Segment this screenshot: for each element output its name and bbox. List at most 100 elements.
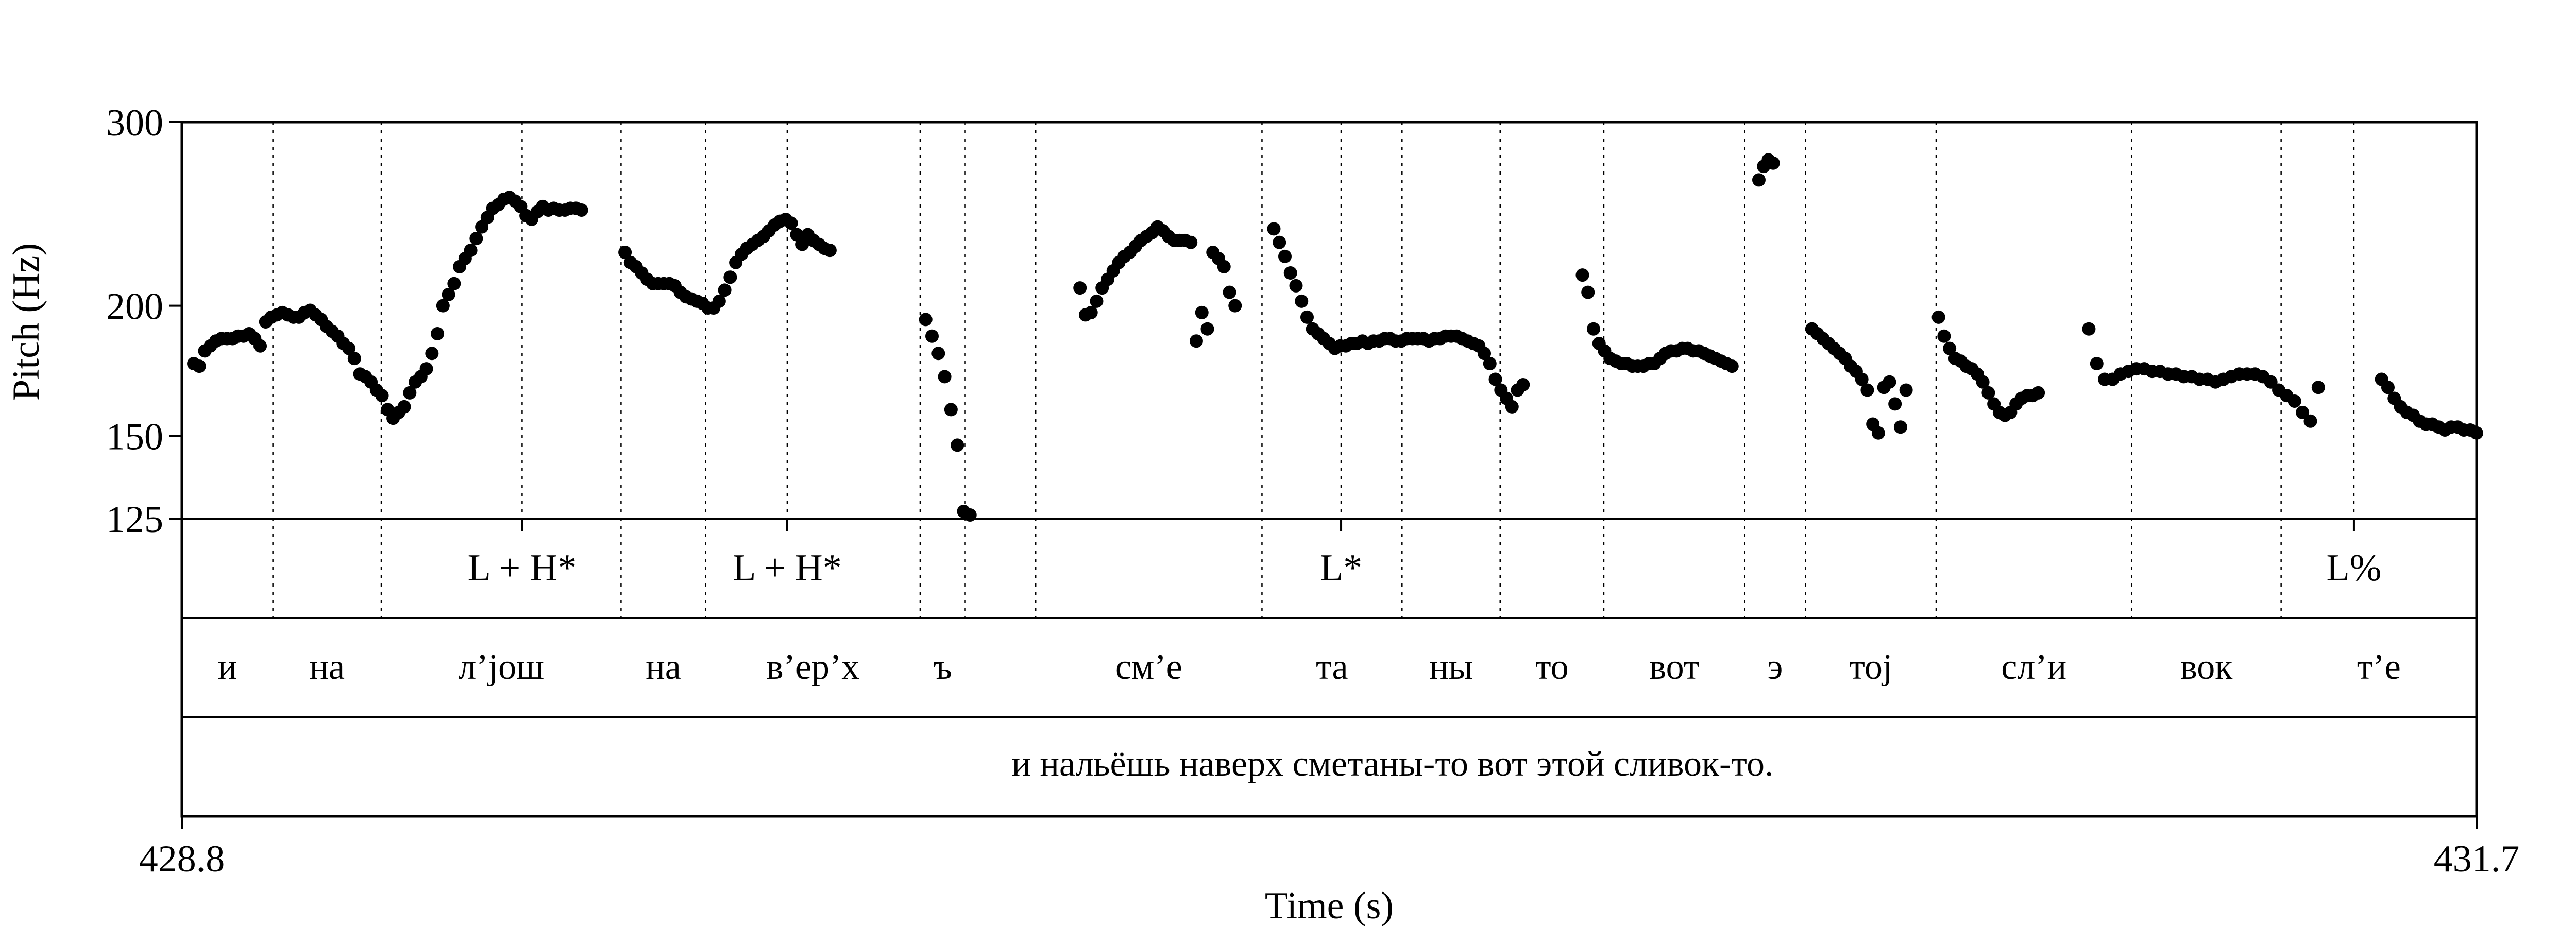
pitch-point bbox=[1228, 299, 1242, 313]
pitch-point bbox=[375, 389, 389, 403]
phrase-text: и нальёшь наверх сметаны-то вот этой сли… bbox=[1012, 744, 1774, 784]
pitch-point bbox=[2082, 322, 2096, 336]
segment-label: и bbox=[218, 647, 237, 687]
pitch-point bbox=[1893, 420, 1907, 434]
pitch-point bbox=[718, 283, 732, 297]
pitch-point bbox=[1278, 249, 1292, 263]
pitch-point bbox=[931, 347, 945, 360]
pitch-point bbox=[618, 246, 632, 260]
segment-label: вот bbox=[1649, 647, 1699, 687]
pitch-point bbox=[1976, 375, 1990, 389]
segment-label: на bbox=[310, 647, 345, 687]
pitch-point bbox=[1483, 357, 1497, 371]
pitch-point bbox=[1888, 397, 1902, 411]
pitch-point bbox=[2381, 381, 2395, 394]
pitch-point bbox=[403, 386, 417, 400]
segment-label: ъ bbox=[934, 647, 952, 687]
pitch-point bbox=[1200, 322, 1214, 336]
pitch-point bbox=[1937, 329, 1951, 343]
pitch-point bbox=[1931, 310, 1945, 324]
segment-label: т’е bbox=[2357, 647, 2401, 687]
pitch-point bbox=[1581, 285, 1595, 299]
tone-label: L% bbox=[2327, 547, 2382, 589]
pitch-point bbox=[397, 400, 411, 414]
pitch-point bbox=[723, 270, 737, 284]
pitch-point bbox=[2470, 426, 2483, 440]
pitch-point bbox=[712, 294, 726, 308]
pitch-point bbox=[342, 341, 356, 355]
y-axis-title: Pitch (Hz) bbox=[5, 243, 47, 401]
pitch-point bbox=[1752, 173, 1766, 187]
segment-label: л’jош bbox=[458, 647, 544, 687]
pitch-point bbox=[1084, 305, 1098, 319]
pitch-point bbox=[442, 287, 455, 301]
segment-label: вок bbox=[2180, 647, 2233, 687]
x-axis-title: Time (s) bbox=[1265, 885, 1394, 927]
pitch-point bbox=[925, 329, 939, 343]
pitch-point bbox=[447, 277, 461, 290]
pitch-point bbox=[1195, 305, 1209, 319]
segment-label: на bbox=[646, 647, 681, 687]
tone-label: L + H* bbox=[468, 547, 577, 589]
pitch-point bbox=[192, 359, 206, 373]
pitch-point bbox=[574, 203, 588, 217]
chart-frame bbox=[180, 121, 2478, 818]
segment-label: сл’и bbox=[2001, 647, 2066, 687]
y-tick-label: 150 bbox=[106, 416, 163, 458]
pitch-point bbox=[1860, 383, 1874, 397]
pitch-point bbox=[1725, 359, 1739, 373]
segment-label: см’е bbox=[1115, 647, 1182, 687]
segment-label: э bbox=[1767, 647, 1783, 687]
pitch-point bbox=[1267, 222, 1281, 236]
pitch-points bbox=[187, 153, 2483, 522]
pitch-point bbox=[795, 237, 809, 251]
segment-label: та bbox=[1316, 647, 1348, 687]
pitch-point bbox=[790, 228, 804, 242]
pitch-point bbox=[1575, 268, 1589, 282]
pitch-point bbox=[1855, 372, 1869, 386]
pitch-point bbox=[951, 438, 964, 452]
pitch-point bbox=[944, 403, 958, 417]
pitch-point bbox=[2090, 357, 2104, 371]
pitch-point bbox=[963, 508, 977, 522]
tone-label: L + H* bbox=[733, 547, 842, 589]
pitch-point bbox=[253, 339, 267, 353]
pitch-point bbox=[1300, 310, 1314, 324]
pitch-point bbox=[1289, 279, 1303, 293]
axes: 125 150 200 300 428.8 431.7 bbox=[106, 102, 2519, 880]
pitch-point bbox=[347, 352, 361, 366]
pitch-point bbox=[1478, 347, 1492, 360]
pitch-point bbox=[2311, 381, 2325, 394]
pitch-point bbox=[425, 347, 439, 360]
pitch-point bbox=[2031, 386, 2045, 400]
pitch-point bbox=[1189, 334, 1203, 348]
pitch-point bbox=[1943, 341, 1957, 355]
pitch-point bbox=[2287, 394, 2301, 408]
pitch-point bbox=[436, 299, 450, 313]
pitch-point bbox=[1295, 294, 1309, 308]
pitch-point bbox=[2296, 405, 2310, 419]
pitch-point bbox=[1871, 426, 1885, 440]
tone-tier: L + H* L + H* L* L% bbox=[468, 519, 2382, 589]
pitch-point bbox=[1184, 235, 1198, 249]
interval-grid bbox=[272, 122, 2355, 618]
pitch-point bbox=[1073, 281, 1087, 295]
segment-label: ны bbox=[1429, 647, 1473, 687]
pitch-point bbox=[784, 216, 798, 230]
pitch-point bbox=[938, 370, 952, 384]
pitch-point bbox=[469, 232, 483, 246]
segment-tier: и на л’jош на в’ер’х ъ см’е та ны то вот э тоj сл’и во… bbox=[218, 647, 2401, 717]
pitch-point bbox=[2303, 414, 2317, 428]
pitch-point bbox=[1883, 375, 1896, 389]
pitch-point bbox=[419, 362, 433, 376]
segment-label: тоj bbox=[1849, 647, 1892, 687]
pitch-point bbox=[1586, 322, 1600, 336]
pitch-point bbox=[1223, 285, 1236, 299]
x-tick-label: 431.7 bbox=[2434, 838, 2520, 880]
y-tick-label: 125 bbox=[106, 499, 163, 541]
pitch-point bbox=[1283, 266, 1297, 280]
y-tick-label: 200 bbox=[106, 286, 163, 328]
pitch-point bbox=[1488, 372, 1502, 386]
pitch-point bbox=[1273, 235, 1286, 249]
